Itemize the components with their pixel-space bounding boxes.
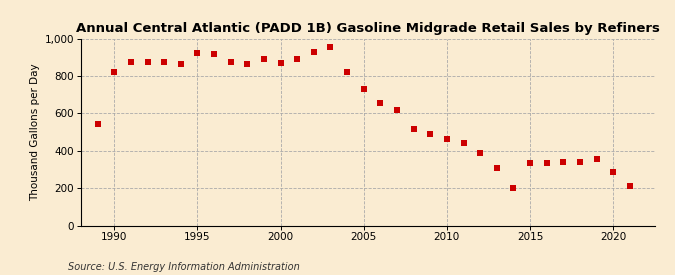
Point (491, 166, 502, 171)
Point (574, 160, 585, 164)
Point (392, 107, 402, 112)
Point (441, 136, 452, 141)
Point (325, 45, 336, 49)
Point (541, 161, 552, 165)
Point (608, 170, 618, 174)
Point (524, 161, 535, 165)
Point (209, 52, 219, 57)
Y-axis label: Thousand Gallons per Day: Thousand Gallons per Day (30, 63, 40, 201)
Point (342, 70, 352, 74)
Point (624, 184, 635, 188)
Point (142, 60, 153, 64)
Point (225, 60, 236, 64)
Point (408, 127, 419, 131)
Point (308, 50, 319, 54)
Point (126, 60, 136, 64)
Point (159, 60, 169, 64)
Point (192, 51, 202, 56)
Point (425, 132, 435, 136)
Point (176, 62, 186, 66)
Text: Source: U.S. Energy Information Administration: Source: U.S. Energy Information Administ… (68, 262, 299, 272)
Point (375, 101, 385, 105)
Point (508, 186, 519, 190)
Point (242, 62, 252, 66)
Point (275, 60, 286, 65)
Point (109, 70, 119, 74)
Point (558, 160, 568, 164)
Point (591, 157, 602, 161)
Title: Annual Central Atlantic (PADD 1B) Gasoline Midgrade Retail Sales by Refiners: Annual Central Atlantic (PADD 1B) Gasoli… (76, 21, 659, 35)
Point (92, 121, 103, 126)
Point (475, 150, 485, 155)
Point (292, 57, 302, 61)
Point (358, 87, 369, 91)
Point (458, 141, 469, 145)
Point (259, 57, 269, 61)
